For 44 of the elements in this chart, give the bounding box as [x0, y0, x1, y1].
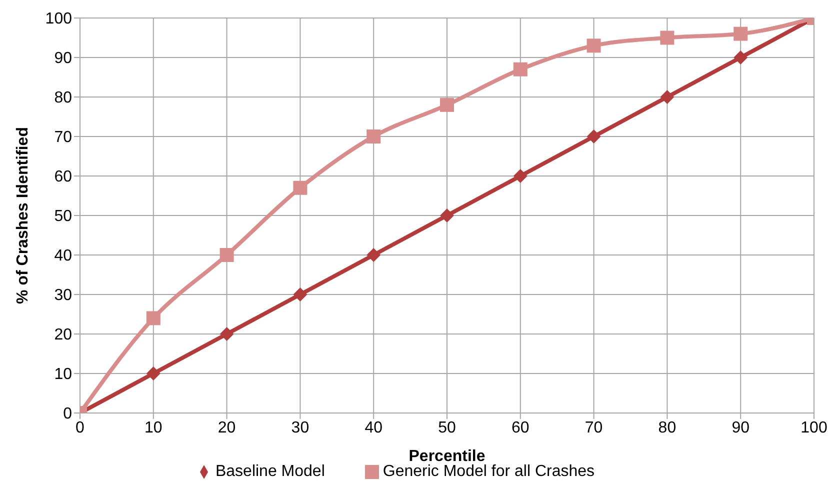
- point: [513, 62, 528, 76]
- point: [293, 180, 308, 195]
- y-tick-label: 20: [54, 326, 72, 344]
- point: [366, 248, 381, 262]
- point: [586, 38, 601, 53]
- y-tick-label: 60: [54, 168, 72, 186]
- x-tick-label: 80: [658, 419, 676, 436]
- point: [734, 26, 748, 41]
- x-tick-label: 90: [732, 419, 750, 436]
- point: [513, 169, 528, 183]
- x-tick-label: 50: [438, 419, 456, 436]
- point: [146, 311, 160, 326]
- point: [220, 327, 234, 341]
- point: [440, 98, 454, 112]
- x-tick-label: 20: [218, 419, 236, 436]
- point: [293, 288, 308, 302]
- y-tick-label: 10: [54, 366, 72, 384]
- x-tick-label: 60: [512, 419, 530, 436]
- legend-label: Generic Model for all Crashes: [382, 463, 595, 480]
- point: [586, 130, 601, 144]
- legend-label: Baseline Model: [215, 463, 325, 480]
- y-tick-label: 100: [45, 10, 72, 28]
- point: [660, 90, 674, 104]
- y-tick-label: 30: [54, 287, 72, 304]
- point: [440, 208, 454, 222]
- x-tick-label: 40: [364, 419, 383, 436]
- y-tick-label: 70: [54, 129, 72, 146]
- x-tick-label: 70: [584, 419, 603, 436]
- point: [366, 130, 381, 144]
- point: [660, 30, 674, 45]
- point: [220, 248, 234, 262]
- x-axis-title: Percentile: [408, 448, 486, 465]
- y-tick-label: 50: [54, 208, 72, 226]
- y-axis-title: % of Crashes Identified: [14, 127, 32, 304]
- x-tick-label: 100: [800, 419, 828, 436]
- x-tick-label: 30: [291, 419, 310, 436]
- point: [734, 50, 748, 64]
- y-tick-label: 0: [63, 406, 72, 423]
- x-tick-label: 10: [144, 419, 162, 436]
- y-tick-label: 90: [54, 50, 72, 68]
- point: [146, 366, 160, 380]
- x-tick-label: 0: [76, 419, 85, 436]
- y-tick-label: 80: [54, 90, 72, 107]
- y-tick-label: 40: [54, 248, 72, 265]
